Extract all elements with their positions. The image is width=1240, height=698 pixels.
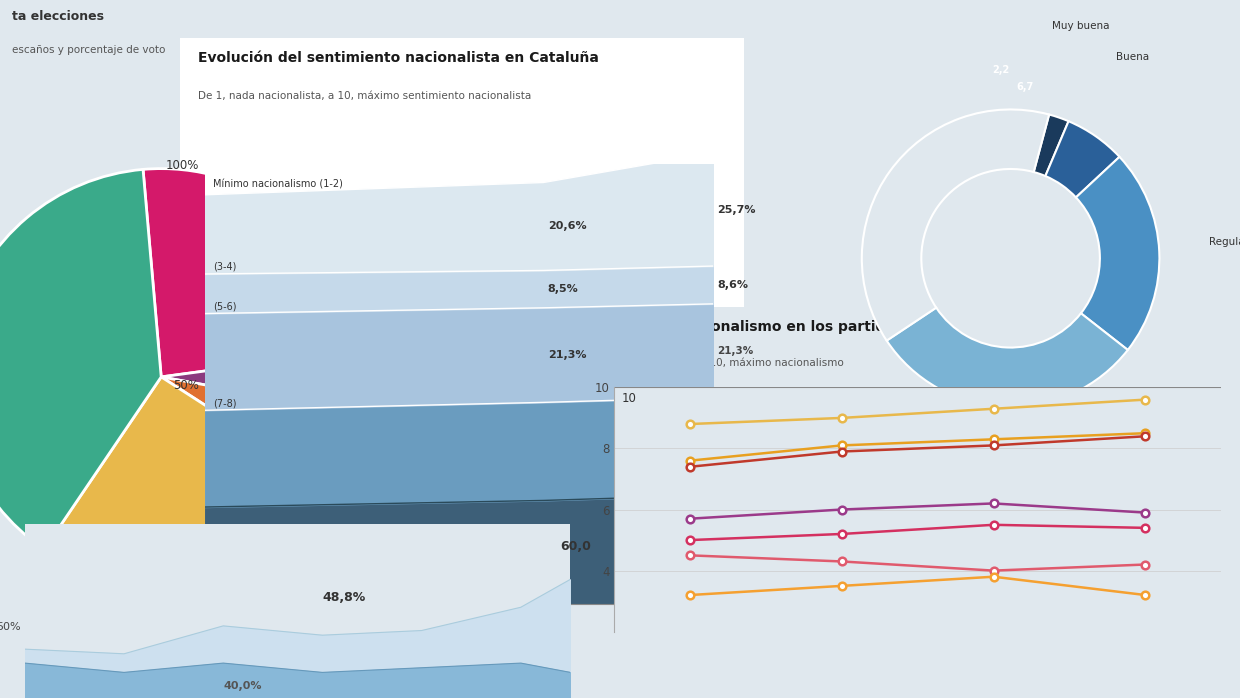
Text: 21,3%: 21,3% [717, 346, 754, 356]
Text: 10: 10 [621, 392, 636, 405]
Text: 6,7: 6,7 [1017, 82, 1034, 92]
Text: 2,2: 2,2 [992, 65, 1009, 75]
Text: 48,8%: 48,8% [322, 591, 366, 604]
Text: Fuente: Encuesta GAD3 para ABC: Fuente: Encuesta GAD3 para ABC [12, 485, 164, 494]
Text: 21,3%: 21,3% [548, 350, 587, 360]
Text: JxC
28-30
(19,4%): JxC 28-30 (19,4%) [78, 235, 128, 268]
Text: 22,2%: 22,2% [717, 441, 756, 452]
Text: Encuesta diciembre 2017: Encuesta diciembre 2017 [12, 450, 128, 459]
Text: 22,5: 22,5 [1104, 191, 1131, 200]
Text: Fuente: CIS: Fuente: CIS [198, 608, 254, 618]
FancyBboxPatch shape [180, 38, 744, 635]
Wedge shape [1034, 114, 1069, 176]
Text: Evolución del nacionalismo en los partidos: Evolución del nacionalismo en los partid… [570, 320, 904, 334]
Wedge shape [45, 377, 336, 585]
Text: 60,0: 60,0 [560, 540, 591, 554]
Text: ERC
30-32
(20,3%): ERC 30-32 (20,3%) [78, 430, 128, 463]
Text: escaños y porcentaje de voto: escaños y porcentaje de voto [12, 45, 166, 55]
Text: Muy buena: Muy buena [1052, 21, 1109, 31]
Text: (5-6): (5-6) [213, 302, 237, 311]
Wedge shape [1076, 157, 1159, 350]
Text: Catalu: Catalu [320, 343, 353, 353]
Wedge shape [161, 377, 366, 490]
Text: De 1, nada nacionalista, a 10, máximo sentimiento nacionalista: De 1, nada nacionalista, a 10, máximo se… [198, 91, 532, 101]
Text: 8,6%: 8,6% [717, 280, 748, 290]
Text: Máximo nacionalismo (9-10): Máximo nacionalismo (9-10) [213, 572, 352, 582]
Text: 24,7%: 24,7% [717, 544, 756, 554]
Text: (3-4): (3-4) [213, 262, 237, 272]
Wedge shape [887, 308, 1128, 407]
Text: 25,7%: 25,7% [717, 205, 755, 214]
FancyBboxPatch shape [564, 307, 1240, 653]
Wedge shape [0, 170, 161, 549]
Wedge shape [862, 110, 1049, 341]
Text: De 1, nada nacionalista, a 10, máximo nacionalismo: De 1, nada nacionalista, a 10, máximo na… [570, 358, 844, 368]
Wedge shape [161, 349, 370, 414]
Text: Evolución del sentimiento nacionalista en Cataluña: Evolución del sentimiento nacionalista e… [198, 51, 599, 65]
Text: 8,5%: 8,5% [548, 284, 579, 294]
Text: 40,0%: 40,0% [223, 681, 262, 691]
Text: ta elecciones: ta elecciones [12, 10, 104, 24]
Text: Buena: Buena [1116, 52, 1149, 62]
Text: 30,1: 30,1 [965, 365, 993, 378]
Text: (7-8): (7-8) [213, 398, 237, 408]
Text: Mínimo nacionalismo (1-2): Mínimo nacionalismo (1-2) [213, 179, 343, 189]
Text: Regular: Regular [1209, 237, 1240, 247]
Wedge shape [143, 169, 367, 377]
Text: 20,6%: 20,6% [548, 221, 587, 232]
Wedge shape [1045, 121, 1120, 198]
